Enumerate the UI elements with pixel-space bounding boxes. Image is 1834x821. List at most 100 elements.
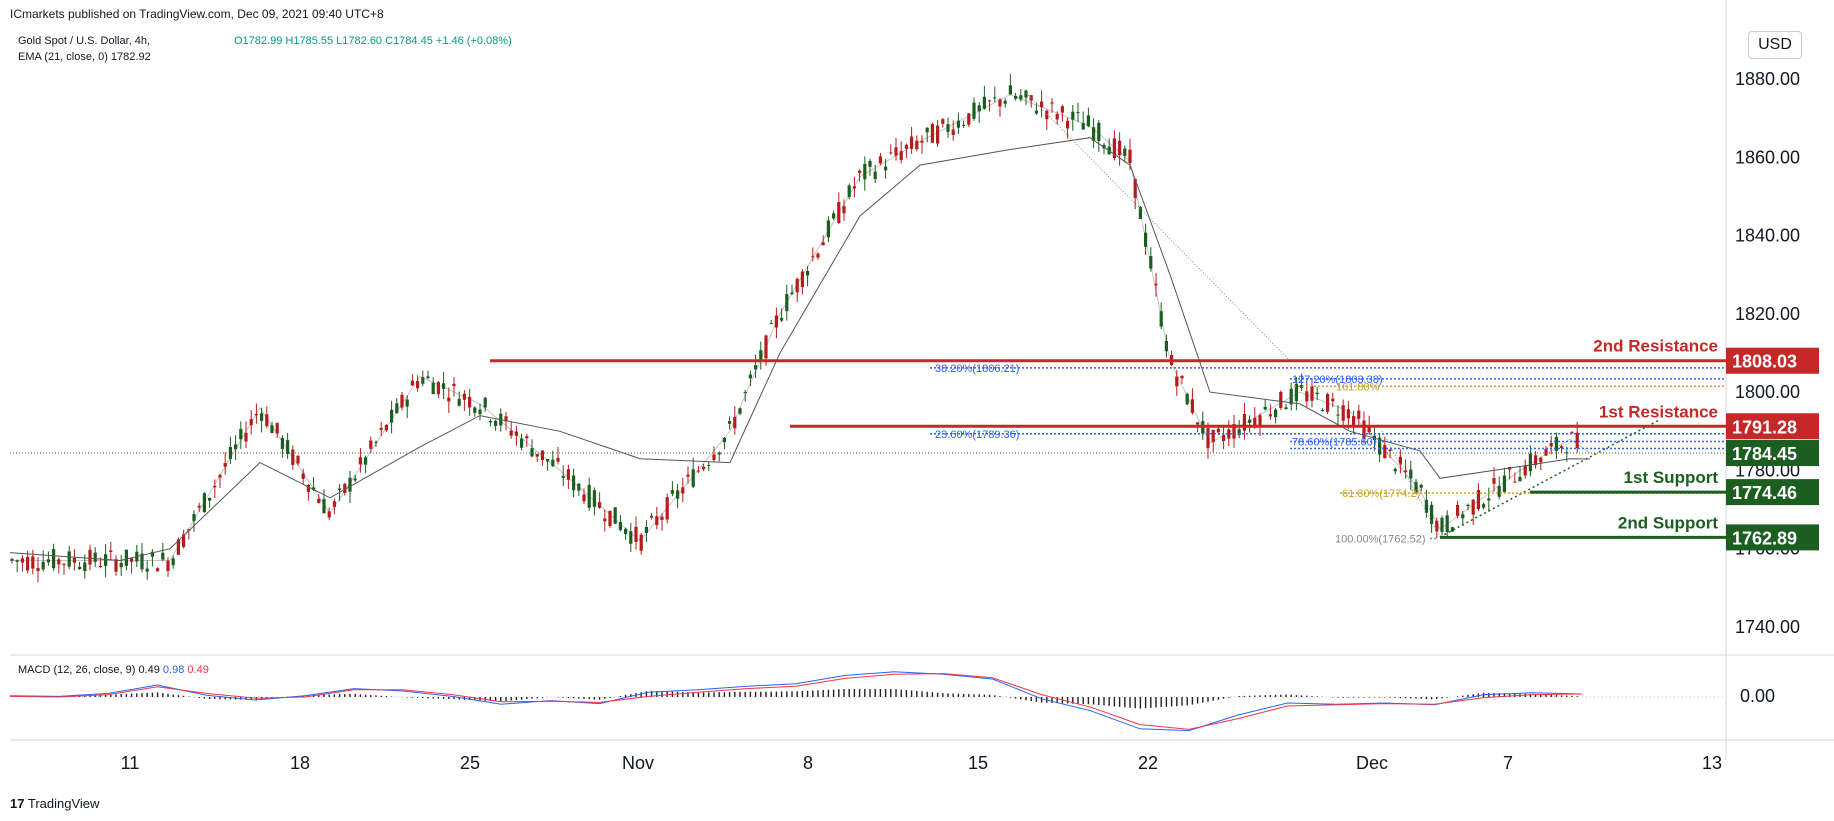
candle-body [936,125,940,144]
currency-button[interactable]: USD [1748,31,1802,59]
candle-body [1435,520,1439,532]
candle-body [1575,432,1579,448]
candle-body [202,493,206,513]
candle-body [764,335,768,359]
candle-body [166,560,170,571]
candle-body [228,447,232,459]
candle-body [603,518,607,522]
candle-body [634,526,638,542]
candle-body [442,383,446,389]
candle-body [208,497,212,501]
candle-body [1445,515,1449,532]
candle-body [1424,499,1428,513]
candle-body [468,396,472,408]
tradingview-brand[interactable]: 17 TradingView [10,796,99,811]
candle-body [1305,391,1309,402]
candle-body [790,292,794,294]
candle-body [556,457,560,462]
x-tick-label: 11 [121,753,140,773]
x-tick-label: Nov [622,753,654,773]
candle-body [124,549,128,566]
fib-level-label: 127.20%(1803.38) [1292,374,1383,386]
candle-body [863,163,867,180]
candle-body [1398,456,1402,465]
candle-body [1279,391,1283,408]
candle-body [832,213,836,219]
candle-body [759,350,763,362]
candle-body [1528,453,1532,472]
candle-body [369,440,373,449]
change-value: +1.46 (+0.08%) [435,35,512,47]
candle-body [821,242,825,246]
candle-body [436,382,440,395]
candle-body [286,439,290,454]
candle-body [904,144,908,149]
candle-body [1310,386,1314,401]
candle-body [171,558,175,566]
candle-body [618,522,622,531]
fib-level-label: 23.60%(1789.36) [935,429,1019,441]
candle-body [650,515,654,518]
candle-body [275,423,279,434]
candle-body [1149,256,1153,269]
candle-body [1352,416,1356,425]
x-tick-label: 22 [1138,753,1158,773]
level-price-text: 1762.89 [1732,528,1797,548]
candle-body [1175,376,1179,387]
candle-body [525,436,529,439]
candle-body [41,561,45,570]
x-tick-label: 15 [968,753,988,773]
candle-body [1144,232,1148,247]
candle-body [93,552,97,562]
candle-body [520,438,524,448]
candle-body [452,383,456,387]
y-tick-label: 1800.00 [1735,382,1800,402]
level-price-tag [1726,524,1819,551]
x-tick-label: 18 [290,753,310,773]
candle-body [192,514,196,521]
candle-body [1554,436,1558,451]
candle-body [993,97,997,99]
y-tick-label: 1840.00 [1735,226,1800,246]
candle-body [608,510,612,526]
candle-body [722,437,726,443]
candle-body [972,102,976,119]
candle-body [858,170,862,173]
candle-body [1060,106,1064,113]
candle-body [312,487,316,490]
fib-level-label: 61.80%(1774.2) [1342,488,1420,500]
level-price-text: 1774.46 [1732,483,1797,503]
candle-body [327,511,331,518]
candle-body [416,381,420,389]
candle-body [1367,426,1371,433]
candle-body [1159,311,1163,327]
candle-body [561,475,565,478]
candle-body [1487,498,1491,501]
candle-body [624,528,628,534]
candle-body [1294,383,1298,402]
candle-body [655,516,659,526]
candle-body [660,516,664,520]
candle-body [1565,452,1569,454]
candle-body [1112,138,1116,159]
tradingview-label: TradingView [27,796,100,811]
close-value: C1784.45 [385,35,433,47]
candle-body [639,534,643,551]
candle-body [1357,410,1361,419]
level-label: 1st Resistance [1599,402,1718,421]
candle-body [10,559,14,561]
candle-body [551,459,555,467]
candle-body [1092,127,1096,141]
candle-body [88,549,92,565]
candle-body [1055,114,1059,120]
candle-body [317,498,321,504]
fib-level-label: 78.60%(1785.60) [1292,436,1376,448]
candle-body [962,124,966,126]
candle-body [1300,385,1304,388]
candle-body [1185,393,1189,405]
candle-body [249,419,253,426]
candle-body [743,392,747,393]
candle-body [1050,102,1054,104]
candle-body [15,560,19,562]
